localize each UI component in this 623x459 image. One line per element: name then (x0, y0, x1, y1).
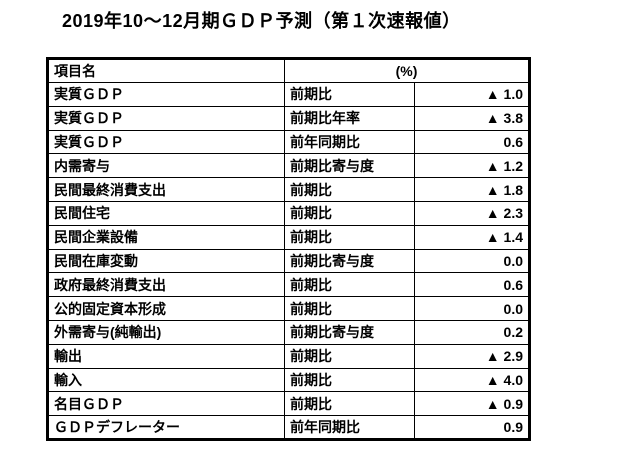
header-item-name: 項目名 (47, 58, 285, 83)
gdp-table: 項目名 (%) 実質ＧＤＰ 前期比 ▲ 1.0 実質ＧＤＰ 前期比年率 ▲ 3.8 実質ＧＤ… (46, 57, 531, 442)
row-item-cell: 実質ＧＤＰ (47, 105, 285, 131)
row-value-cell: ▲ 0.9 (414, 391, 530, 417)
table-row: 実質ＧＤＰ 前期比年率 ▲ 3.8 (47, 105, 530, 131)
gdp-table-body: 実質ＧＤＰ 前期比 ▲ 1.0 実質ＧＤＰ 前期比年率 ▲ 3.8 実質ＧＤＰ 前年同期比 0.… (47, 82, 530, 441)
gdp-forecast-table: 項目名 (%) 実質ＧＤＰ 前期比 ▲ 1.0 実質ＧＤＰ 前期比年率 ▲ 3.8 実質ＧＤ… (46, 57, 531, 442)
table-row: 実質ＧＤＰ 前年同期比 0.6 (47, 129, 530, 155)
row-item-cell: 輸出 (47, 343, 285, 369)
row-measure-cell: 前年同期比 (284, 129, 415, 155)
row-value-cell: 0.0 (414, 296, 530, 321)
row-measure-cell: 前期比 (284, 296, 415, 321)
row-value-cell: 0.6 (414, 272, 530, 298)
row-value-cell: ▲ 1.2 (414, 153, 530, 179)
header-row: 項目名 (%) (47, 58, 530, 83)
table-row: 輸出 前期比 ▲ 2.9 (47, 343, 530, 369)
table-row: 名目ＧＤＰ 前期比 ▲ 0.9 (47, 391, 530, 417)
row-item-cell: 外需寄与(純輸出) (47, 319, 285, 345)
row-measure-cell: 前期比 (284, 82, 415, 107)
table-row: ＧＤＰデフレーター 前年同期比 0.9 (47, 415, 530, 441)
row-measure-cell: 前期比年率 (284, 105, 415, 131)
page-title: 2019年10～12月期ＧＤＰ予測（第１次速報値） (62, 11, 461, 31)
row-item-cell: 政府最終消費支出 (47, 272, 285, 298)
row-value-cell: ▲ 3.8 (414, 105, 530, 131)
row-measure-cell: 前期比 (284, 200, 415, 226)
row-value-cell: ▲ 4.0 (414, 367, 530, 393)
table-header: 項目名 (%) (47, 58, 530, 83)
row-measure-cell: 前期比寄与度 (284, 153, 415, 179)
row-item-cell: 民間住宅 (47, 200, 285, 226)
row-measure-cell: 前期比 (284, 224, 415, 250)
row-value-cell: ▲ 1.8 (414, 177, 530, 202)
row-measure-cell: 前期比 (284, 343, 415, 369)
row-measure-cell: 前期比寄与度 (284, 319, 415, 345)
row-value-cell: ▲ 2.9 (414, 343, 530, 369)
table-row: 公的固定資本形成 前期比 0.0 (47, 296, 530, 321)
header-unit-percent: (%) (284, 58, 530, 83)
row-value-cell: ▲ 1.4 (414, 224, 530, 250)
row-item-cell: 公的固定資本形成 (47, 296, 285, 321)
row-value-cell: ▲ 1.0 (414, 82, 530, 107)
row-measure-cell: 前期比 (284, 272, 415, 298)
table-row: 内需寄与 前期比寄与度 ▲ 1.2 (47, 153, 530, 179)
row-item-cell: 民間在庫変動 (47, 248, 285, 274)
row-item-cell: 内需寄与 (47, 153, 285, 179)
row-value-cell: 0.6 (414, 129, 530, 155)
row-item-cell: 実質ＧＤＰ (47, 82, 285, 107)
row-item-cell: 名目ＧＤＰ (47, 391, 285, 417)
row-item-cell: 実質ＧＤＰ (47, 129, 285, 155)
table-row: 実質ＧＤＰ 前期比 ▲ 1.0 (47, 82, 530, 107)
row-item-cell: ＧＤＰデフレーター (47, 415, 285, 441)
table-row: 民間最終消費支出 前期比 ▲ 1.8 (47, 177, 530, 202)
table-row: 民間在庫変動 前期比寄与度 0.0 (47, 248, 530, 274)
table-row: 外需寄与(純輸出) 前期比寄与度 0.2 (47, 319, 530, 345)
row-item-cell: 輸入 (47, 367, 285, 393)
table-row: 民間住宅 前期比 ▲ 2.3 (47, 200, 530, 226)
table-row: 輸入 前期比 ▲ 4.0 (47, 367, 530, 393)
row-measure-cell: 前期比 (284, 367, 415, 393)
row-measure-cell: 前期比 (284, 177, 415, 202)
table-row: 政府最終消費支出 前期比 0.6 (47, 272, 530, 298)
row-value-cell: 0.0 (414, 248, 530, 274)
row-measure-cell: 前期比 (284, 391, 415, 417)
row-item-cell: 民間最終消費支出 (47, 177, 285, 202)
row-measure-cell: 前年同期比 (284, 415, 415, 441)
row-value-cell: 0.2 (414, 319, 530, 345)
row-value-cell: ▲ 2.3 (414, 200, 530, 226)
row-measure-cell: 前期比寄与度 (284, 248, 415, 274)
row-value-cell: 0.9 (414, 415, 530, 441)
row-item-cell: 民間企業設備 (47, 224, 285, 250)
table-row: 民間企業設備 前期比 ▲ 1.4 (47, 224, 530, 250)
